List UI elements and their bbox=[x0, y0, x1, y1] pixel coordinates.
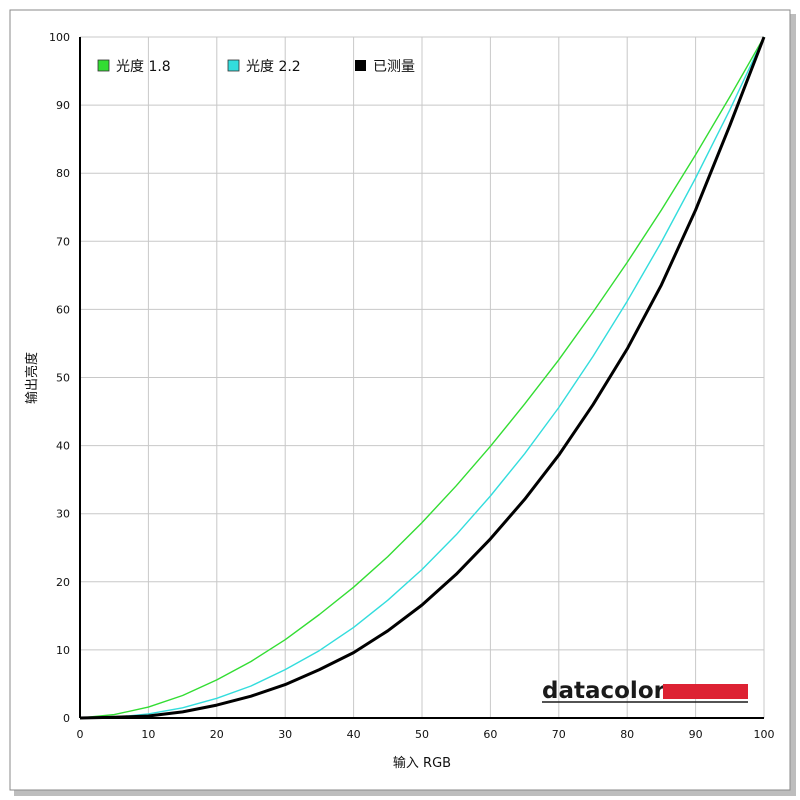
y-tick-label: 30 bbox=[56, 508, 70, 521]
legend-label-gamma-22: 光度 2.2 bbox=[246, 59, 301, 75]
x-tick-label: 80 bbox=[620, 728, 634, 741]
x-tick-label: 100 bbox=[754, 728, 775, 741]
series-lines bbox=[79, 36, 766, 720]
y-tick-labels: 0 10 20 30 40 50 60 70 80 90 100 bbox=[49, 31, 70, 725]
axes bbox=[79, 37, 764, 719]
y-tick-label: 100 bbox=[49, 31, 70, 44]
legend-item-measured: 已测量 bbox=[355, 59, 415, 75]
y-tick-label: 0 bbox=[63, 712, 70, 725]
legend-swatch-gamma-22 bbox=[227, 59, 240, 72]
legend: 光度 1.8 光度 2.2 已测量 bbox=[97, 59, 415, 75]
x-tick-label: 20 bbox=[210, 728, 224, 741]
series-line-measured bbox=[79, 36, 766, 720]
x-tick-label: 10 bbox=[141, 728, 155, 741]
series-line-gamma-22 bbox=[79, 36, 765, 719]
y-tick-label: 50 bbox=[56, 372, 70, 385]
x-tick-label: 90 bbox=[689, 728, 703, 741]
y-tick-label: 70 bbox=[56, 235, 70, 248]
series-line-gamma-18 bbox=[79, 36, 765, 719]
y-tick-label: 90 bbox=[56, 99, 70, 112]
legend-swatch-measured bbox=[355, 60, 366, 71]
x-tick-label: 70 bbox=[552, 728, 566, 741]
datacolor-logo-text: datacolor bbox=[542, 678, 666, 704]
y-tick-label: 40 bbox=[56, 440, 70, 453]
x-tick-label: 60 bbox=[483, 728, 497, 741]
legend-item-gamma-22: 光度 2.2 bbox=[227, 59, 301, 75]
x-tick-label: 40 bbox=[347, 728, 361, 741]
y-tick-label: 60 bbox=[56, 303, 70, 316]
x-tick-label: 30 bbox=[278, 728, 292, 741]
datacolor-logo: datacolor bbox=[542, 678, 748, 704]
x-axis-label: 输入 RGB bbox=[393, 755, 451, 771]
legend-label-gamma-18: 光度 1.8 bbox=[116, 59, 171, 75]
legend-label-measured: 已测量 bbox=[373, 59, 415, 75]
x-tick-label: 0 bbox=[77, 728, 84, 741]
x-tick-labels: 0 10 20 30 40 50 60 70 80 90 100 bbox=[77, 728, 775, 741]
y-axis-label: 输出亮度 bbox=[24, 352, 40, 404]
legend-item-gamma-18: 光度 1.8 bbox=[97, 59, 171, 75]
x-tick-label: 50 bbox=[415, 728, 429, 741]
grid bbox=[80, 36, 765, 718]
y-tick-label: 80 bbox=[56, 167, 70, 180]
datacolor-logo-bar bbox=[663, 684, 748, 699]
y-tick-label: 20 bbox=[56, 576, 70, 589]
y-tick-label: 10 bbox=[56, 644, 70, 657]
legend-swatch-gamma-18 bbox=[97, 59, 110, 72]
